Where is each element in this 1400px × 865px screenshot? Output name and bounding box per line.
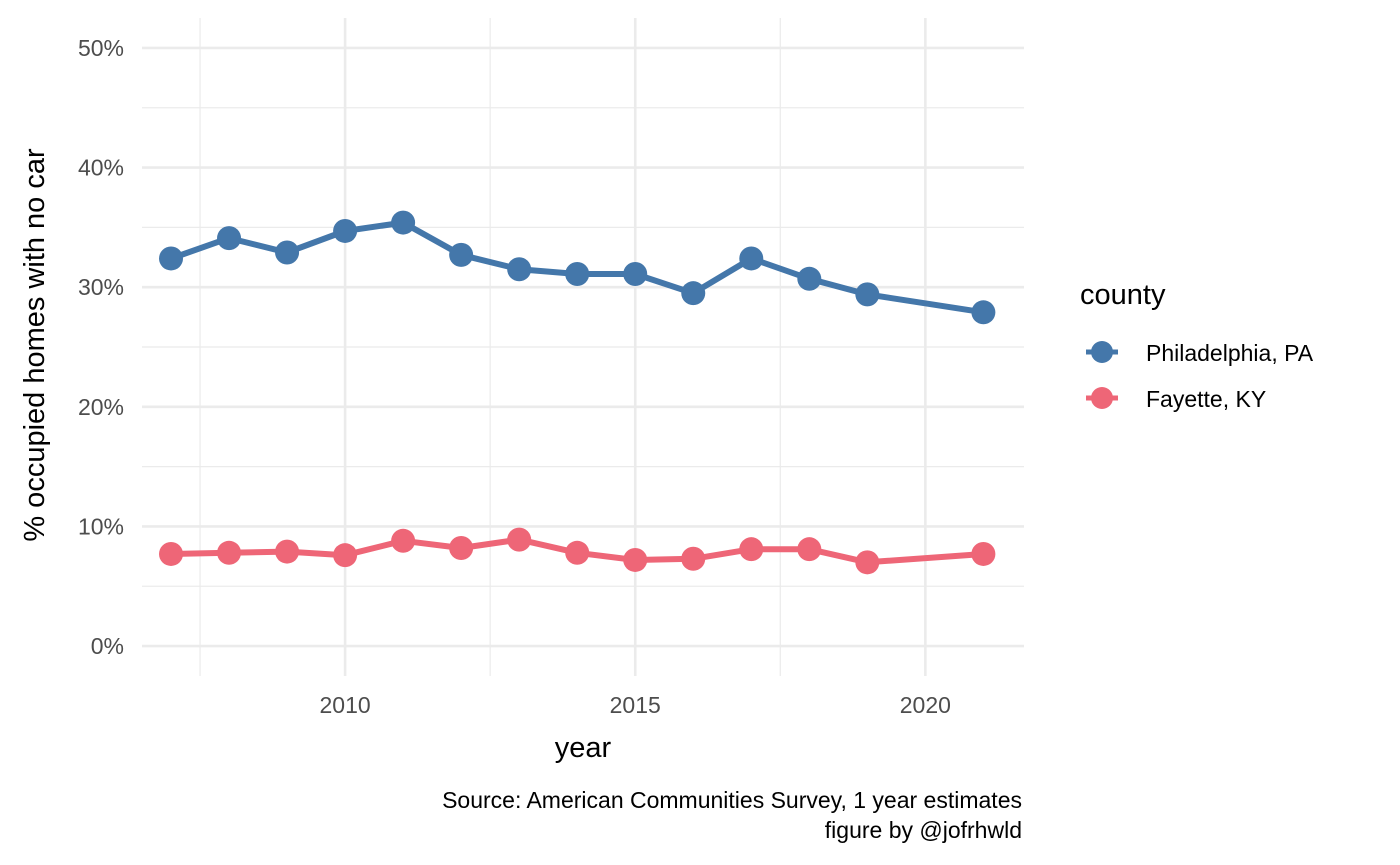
legend-key-point-philadelphia (1091, 341, 1113, 363)
grid-major (142, 18, 1024, 676)
series-philadelphia-pa (159, 210, 996, 325)
y-tick-label: 50% (78, 35, 124, 61)
y-tick-label: 0% (91, 633, 124, 659)
data-point[interactable] (739, 246, 764, 271)
data-point[interactable] (333, 543, 358, 568)
data-point[interactable] (623, 262, 648, 287)
data-point[interactable] (507, 527, 532, 552)
data-point[interactable] (275, 539, 300, 564)
data-point[interactable] (333, 218, 358, 243)
y-axis-title: % occupied homes with no car (19, 148, 51, 542)
caption-source: Source: American Communities Survey, 1 y… (442, 787, 1022, 813)
data-point[interactable] (217, 540, 242, 565)
data-point[interactable] (797, 537, 822, 562)
data-point[interactable] (159, 541, 184, 566)
data-point[interactable] (391, 528, 416, 553)
x-tick-label: 2015 (610, 692, 661, 718)
grid-minor (142, 18, 1024, 676)
x-tick-label: 2020 (900, 692, 951, 718)
y-tick-label: 20% (78, 394, 124, 420)
legend-item-fayette[interactable]: Fayette, KY (1086, 386, 1266, 412)
data-point[interactable] (855, 282, 880, 307)
series-layer (159, 210, 996, 575)
y-tick-label: 40% (78, 155, 124, 181)
data-point[interactable] (739, 537, 764, 562)
series-fayette-ky (159, 527, 996, 575)
data-point[interactable] (681, 281, 706, 306)
data-point[interactable] (681, 546, 706, 571)
x-tick-labels: 2010 2015 2020 (320, 692, 951, 718)
data-point[interactable] (159, 246, 184, 271)
data-point[interactable] (449, 535, 474, 560)
data-point[interactable] (449, 242, 474, 267)
data-point[interactable] (623, 547, 648, 572)
data-point[interactable] (971, 541, 996, 566)
data-point[interactable] (565, 540, 590, 565)
x-axis-title: year (555, 732, 612, 764)
data-point[interactable] (855, 550, 880, 575)
y-tick-labels: 0% 10% 20% 30% 40% 50% (78, 35, 124, 659)
x-tick-label: 2010 (320, 692, 371, 718)
legend-label-fayette: Fayette, KY (1146, 386, 1266, 412)
data-point[interactable] (797, 266, 822, 291)
data-point[interactable] (565, 262, 590, 287)
data-point[interactable] (217, 226, 242, 251)
legend: county Philadelphia, PA Fayette, KY (1080, 279, 1314, 412)
data-point[interactable] (507, 257, 532, 282)
data-point[interactable] (971, 300, 996, 325)
data-point[interactable] (275, 240, 300, 265)
legend-item-philadelphia[interactable]: Philadelphia, PA (1086, 340, 1314, 366)
legend-title: county (1080, 279, 1166, 311)
data-point[interactable] (391, 210, 416, 235)
legend-label-philadelphia: Philadelphia, PA (1146, 340, 1314, 366)
y-tick-label: 30% (78, 274, 124, 300)
caption-credit: figure by @jofrhwld (825, 817, 1022, 843)
y-tick-label: 10% (78, 513, 124, 539)
legend-key-point-fayette (1091, 387, 1113, 409)
